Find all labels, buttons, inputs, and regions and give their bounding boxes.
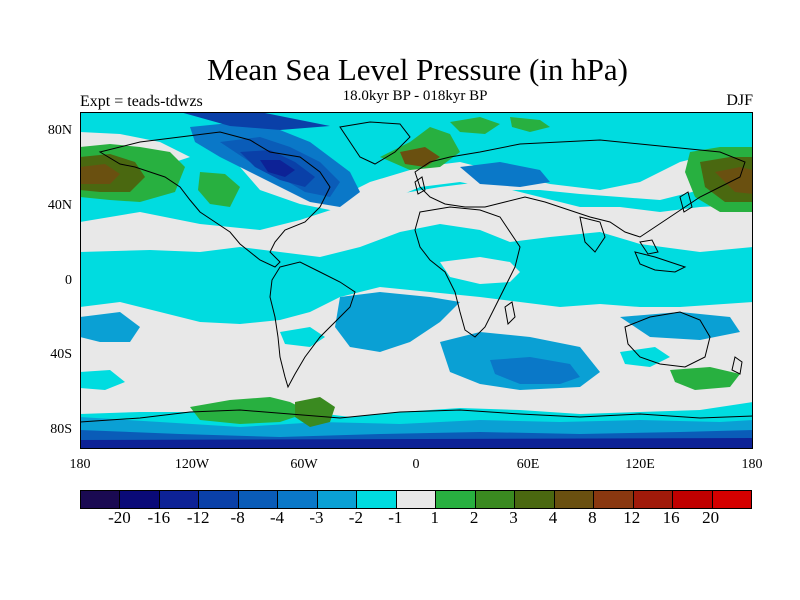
- lon-label-60w: 60W: [290, 457, 318, 472]
- colorbar-swatch: [475, 491, 516, 508]
- pressure-map: [80, 112, 753, 449]
- colorbar-swatch: [81, 491, 121, 508]
- colorbar-label: -2: [348, 508, 363, 527]
- colorbar-label: 8: [588, 508, 597, 527]
- colorbar-swatch: [317, 491, 358, 508]
- colorbar-swatch: [120, 491, 160, 508]
- plot-title: Mean Sea Level Pressure (in hPa): [207, 52, 628, 87]
- colorbar-swatch: [436, 491, 476, 508]
- colorbar-swatch: [594, 491, 634, 508]
- lon-label-60e: 60E: [516, 457, 540, 472]
- map-panel: [80, 112, 753, 449]
- colorbar-label: -16: [147, 508, 171, 527]
- lon-label-180w: 180: [69, 457, 91, 472]
- lon-label-120w: 120W: [174, 457, 210, 472]
- colorbar-label: 12: [623, 508, 641, 527]
- colorbar-swatch: [554, 491, 595, 508]
- colorbar-label: -12: [186, 508, 210, 527]
- lat-label-40n: 40N: [47, 198, 72, 213]
- colorbar-label: 1: [430, 508, 439, 527]
- colorbar-label: 16: [662, 508, 680, 527]
- colorbar-label: -1: [388, 508, 403, 527]
- colorbar-swatch: [633, 491, 674, 508]
- colorbar-swatch: [357, 491, 397, 508]
- lon-label-120e: 120E: [625, 457, 655, 472]
- lon-label-0: 0: [412, 457, 420, 472]
- lat-label-40s: 40S: [50, 347, 72, 362]
- colorbar-label: -8: [230, 508, 245, 527]
- colorbar-label: 3: [509, 508, 518, 527]
- colorbar-swatch: [159, 491, 200, 508]
- colorbar: [80, 490, 752, 509]
- colorbar-swatch: [396, 491, 437, 508]
- colorbar-label: 20: [702, 508, 720, 527]
- lat-label-80s: 80S: [50, 422, 72, 437]
- lat-label-80n: 80N: [47, 123, 72, 138]
- time-range-label: 18.0kyr BP - 018kyr BP: [342, 88, 488, 104]
- colorbar-swatch: [673, 491, 713, 508]
- lon-label-180e: 180: [741, 457, 763, 472]
- colorbar-label: -3: [309, 508, 324, 527]
- colorbar-swatch: [278, 491, 318, 508]
- lat-label-0: 0: [65, 273, 72, 288]
- colorbar-label: -4: [269, 508, 285, 527]
- colorbar-label: 2: [469, 508, 479, 527]
- colorbar-label: -20: [108, 508, 131, 527]
- colorbar-label: 4: [548, 508, 558, 527]
- colorbar-swatch: [199, 491, 239, 508]
- season-label: DJF: [726, 92, 753, 109]
- colorbar-swatch: [712, 491, 751, 508]
- colorbar-swatch: [238, 491, 279, 508]
- colorbar-swatch: [515, 491, 555, 508]
- experiment-label: Expt = teads-tdwzs: [80, 93, 203, 110]
